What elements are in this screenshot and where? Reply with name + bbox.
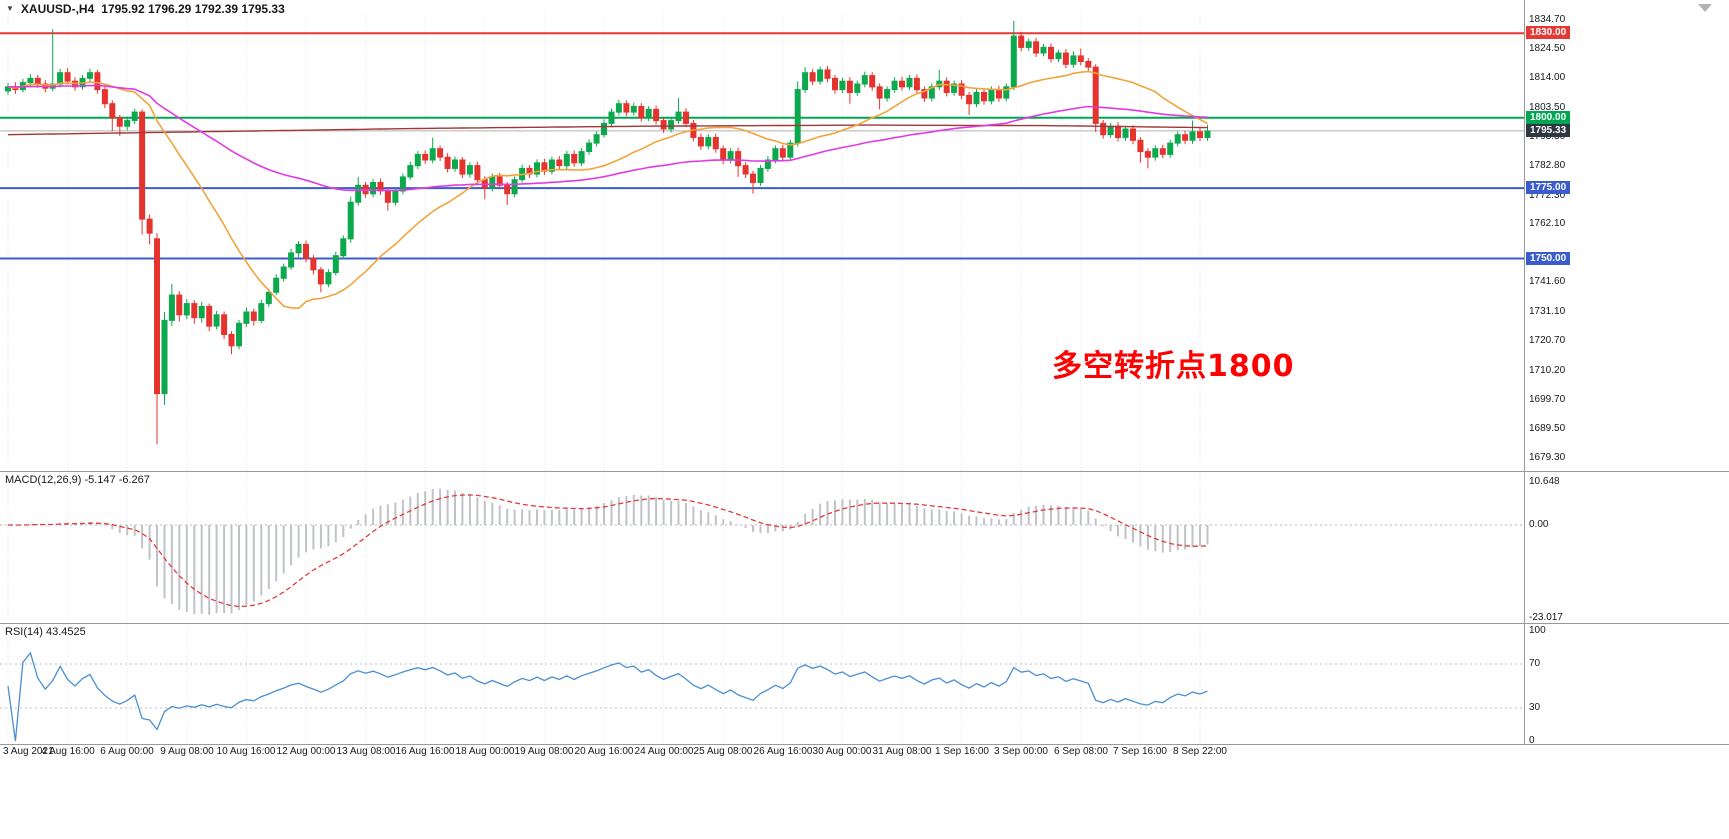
price-axis-label: 1679.30	[1529, 452, 1566, 463]
price-axis-label: 1803.50	[1529, 102, 1566, 113]
time-axis-label: 19 Aug 08:00	[514, 746, 574, 757]
macd-axis-label: 0.00	[1529, 519, 1549, 530]
price-axis-label: 1772.30	[1529, 190, 1566, 201]
rsi-axis-label: 70	[1529, 658, 1541, 669]
time-axis-label: 8 Sep 22:00	[1173, 746, 1227, 757]
time-axis-label: 12 Aug 00:00	[276, 746, 336, 757]
price-axis-label: 1699.70	[1529, 394, 1566, 405]
hline-price-badge: 1750.00	[1526, 252, 1571, 265]
symbol-marker-icon: ▼	[6, 4, 14, 13]
macd-axis-label: 10.648	[1529, 476, 1560, 487]
ma-long-line[interactable]	[7, 124, 1208, 136]
time-axis-label: 10 Aug 16:00	[216, 746, 276, 757]
time-axis-label: 1 Sep 16:00	[935, 746, 989, 757]
hline-price-badge: 1830.00	[1526, 26, 1571, 39]
hline-price-badge: 1800.00	[1526, 111, 1571, 124]
time-axis-label: 18 Aug 00:00	[455, 746, 515, 757]
ma-fast-line[interactable]	[7, 70, 1208, 310]
hline-price-badge: 1775.00	[1526, 181, 1571, 194]
price-axis-label: 1710.20	[1529, 365, 1566, 376]
candles-layer	[5, 20, 1211, 445]
time-axis-label: 24 Aug 00:00	[634, 746, 694, 757]
price-axis-label: 1741.60	[1529, 276, 1566, 287]
panel-borders	[0, 0, 1729, 745]
ohlc-values: 1795.92 1796.29 1792.39 1795.33	[101, 2, 285, 16]
price-axis-label: 1814.00	[1529, 72, 1566, 83]
price-axis-label: 1834.70	[1529, 14, 1566, 25]
time-axis-label: 4 Aug 16:00	[41, 746, 95, 757]
rsi-axis-label: 0	[1529, 735, 1535, 746]
rsi-level-lines	[0, 663, 1524, 709]
price-axis-label: 1731.10	[1529, 306, 1566, 317]
price-axis-label: 1824.50	[1529, 43, 1566, 54]
price-axis-label: 1720.70	[1529, 335, 1566, 346]
time-axis-label: 25 Aug 08:00	[693, 746, 753, 757]
time-axis-label: 26 Aug 16:00	[753, 746, 813, 757]
price-axis-label: 1762.10	[1529, 218, 1566, 229]
time-axis-label: 3 Aug 2021	[3, 746, 54, 757]
price-axis-label: 1689.50	[1529, 423, 1566, 434]
rsi-axis-label: 30	[1529, 702, 1541, 713]
time-axis-label: 16 Aug 16:00	[395, 746, 455, 757]
macd-histogram	[14, 488, 1209, 615]
symbol-timeframe-label: XAUUSD-,H4	[20, 2, 95, 16]
chart-title-bar: ▼ XAUUSD-,H4 1795.92 1796.29 1792.39 179…	[6, 2, 285, 16]
rsi-axis-label: 100	[1529, 625, 1546, 636]
time-axis-label: 31 Aug 08:00	[872, 746, 932, 757]
macd-signal-line	[7, 494, 1208, 608]
chart-shift-marker-icon	[1698, 4, 1712, 12]
time-axis-label: 20 Aug 16:00	[574, 746, 634, 757]
time-axis-label: 13 Aug 08:00	[336, 746, 396, 757]
macd-indicator-label: MACD(12,26,9) -5.147 -6.267	[5, 474, 150, 486]
rsi-line	[7, 651, 1208, 742]
chart-annotation-text[interactable]: 多空转折点1800	[1052, 349, 1295, 384]
ma-mid-line[interactable]	[7, 84, 1208, 192]
macd-axis-label: -23.017	[1529, 612, 1563, 623]
time-axis-label: 3 Sep 00:00	[994, 746, 1048, 757]
current-price-badge: 1795.33	[1526, 124, 1571, 137]
time-axis-label: 6 Aug 00:00	[100, 746, 154, 757]
time-axis-label: 7 Sep 16:00	[1113, 746, 1167, 757]
time-axis-label: 6 Sep 08:00	[1054, 746, 1108, 757]
time-axis-label: 30 Aug 00:00	[812, 746, 872, 757]
time-axis-label: 9 Aug 08:00	[160, 746, 214, 757]
rsi-indicator-label: RSI(14) 43.4525	[5, 626, 86, 638]
price-axis-label: 1782.80	[1529, 160, 1566, 171]
